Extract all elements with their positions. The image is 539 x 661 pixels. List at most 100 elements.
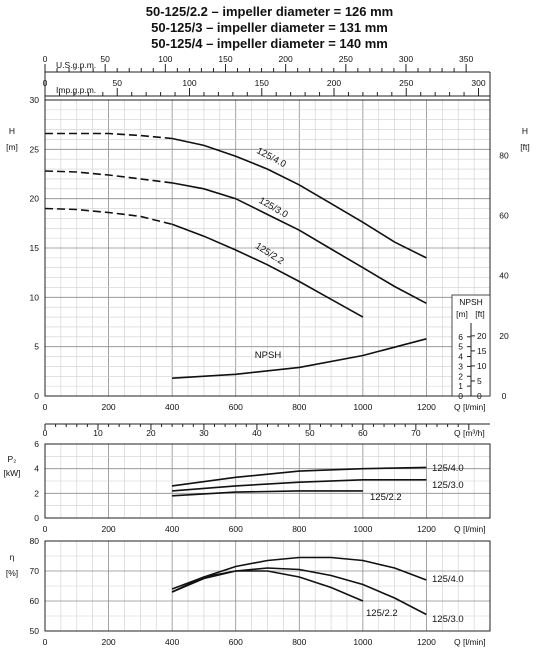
head-125-4-0-dashed (45, 132, 173, 140)
title-line-1: 50-125/2.2 – impeller diameter = 126 mm (145, 4, 394, 19)
usgpm-tick-label: 200 (279, 54, 293, 64)
power-x-tick-label: 1200 (417, 524, 436, 534)
head-xlabel2: Q [m³/h] (454, 428, 485, 438)
eff-x-tick-label: 1200 (417, 637, 436, 647)
title-block: 50-125/2.2 – impeller diameter = 126 mm … (0, 4, 539, 52)
usgpm-tick-label: 250 (339, 54, 353, 64)
eff-ylabel: η (10, 552, 15, 562)
head-ylabel-right: H (522, 126, 528, 136)
npsh-m-tick-label: 5 (458, 342, 463, 352)
impgpm-tick-label: 200 (327, 78, 341, 88)
head-x2-tick-label: 60 (358, 428, 368, 438)
power-x-tick-label: 600 (229, 524, 243, 534)
usgpm-tick-label: 50 (100, 54, 110, 64)
eff-y-tick-label: 60 (30, 596, 40, 606)
npsh-ft-tick-label: 10 (477, 361, 487, 371)
impgpm-tick-label: 300 (471, 78, 485, 88)
efficiency-chart-frame (44, 540, 491, 632)
head-125-3-0-curve (171, 182, 427, 305)
power-label-125-4-0: 125/4.0 (432, 463, 464, 474)
efficiency-chart-grid (44, 540, 491, 632)
eff-125-4-0-curve (171, 556, 427, 593)
power-ylabel: P₂ (8, 454, 17, 464)
power-x-tick-label: 1000 (353, 524, 372, 534)
title-line-3: 50-125/4 – impeller diameter = 140 mm (151, 36, 388, 51)
head-y-right-tick-label: 20 (499, 331, 509, 341)
power-125-2-2-curve (172, 490, 363, 497)
npsh-box-unit-m: [m] (456, 309, 468, 319)
head-chart-frame (44, 99, 491, 397)
eff-x-tick-label: 400 (165, 637, 179, 647)
impgpm-tick-label: 0 (43, 78, 48, 88)
eff-label-125-3-0: 125/3.0 (432, 614, 464, 625)
impgpm-axis-label: Imp.g.p.m. (56, 85, 96, 95)
npsh-label: NPSH (255, 350, 282, 361)
head-yunit-right: [ft] (520, 142, 529, 152)
head-125-2-2-curve (171, 223, 364, 318)
usgpm-tick-label: 350 (459, 54, 473, 64)
npsh-m-tick-label: 4 (458, 352, 463, 362)
head-y-tick-label: 25 (30, 144, 40, 154)
usgpm-tick-label: 0 (43, 54, 48, 64)
eff-x-tick-label: 0 (43, 637, 48, 647)
head-x-tick-label: 0 (43, 402, 48, 412)
npsh-m-tick-label: 0 (458, 391, 463, 401)
eff-label-125-2-2: 125/2.2 (366, 608, 398, 619)
usgpm-tick-label: 300 (399, 54, 413, 64)
head-label-125-2-2: 125/2.2 (253, 241, 286, 267)
head-x2-tick-label: 10 (93, 428, 103, 438)
head-x-tick-label: 1000 (353, 402, 372, 412)
eff-x-tick-label: 800 (292, 637, 306, 647)
eff-label-125-4-0: 125/4.0 (432, 574, 464, 585)
eff-x-tick-label: 200 (101, 637, 115, 647)
head-125-3-0-dashed (44, 170, 173, 184)
impgpm-tick-label: 100 (182, 78, 196, 88)
eff-x-tick-label: 600 (229, 637, 243, 647)
head-y-tick-label: 5 (34, 342, 39, 352)
head-x2-tick-label: 50 (305, 428, 315, 438)
npsh-m-tick-label: 3 (458, 361, 463, 371)
eff-yunit: [%] (6, 568, 18, 578)
power-y-tick-label: 6 (34, 439, 39, 449)
power-x-tick-label: 200 (101, 524, 115, 534)
power-125-4-0-curve (171, 466, 427, 487)
usgpm-tick-label: 150 (218, 54, 232, 64)
power-label-125-2-2: 125/2.2 (370, 492, 402, 503)
power-x-tick-label: 0 (43, 524, 48, 534)
eff-x-tick-label: 1000 (353, 637, 372, 647)
head-x2-tick-label: 40 (252, 428, 262, 438)
power-chart-grid (44, 443, 491, 519)
power-y-tick-label: 2 (34, 488, 39, 498)
head-125-4-0-curve (171, 137, 427, 259)
impgpm-tick-label: 250 (399, 78, 413, 88)
head-y-right-tick-label: 40 (499, 271, 509, 281)
head-y-right-tick-label: 80 (499, 150, 509, 160)
npsh-box-title: NPSH (459, 297, 483, 307)
head-x-tick-label: 800 (292, 402, 306, 412)
head-y-tick-label: 10 (30, 292, 40, 302)
eff-125-2-2-curve (171, 570, 364, 602)
head-chart-grid (44, 99, 491, 397)
usgpm-tick-label: 100 (158, 54, 172, 64)
head-125-2-2-dashed (44, 207, 173, 226)
head-x-tick-label: 600 (229, 402, 243, 412)
head-x2-tick-label: 30 (199, 428, 209, 438)
head-x2-tick-label: 20 (146, 428, 156, 438)
power-label-125-3-0: 125/3.0 (432, 480, 464, 491)
npsh-curve (172, 338, 427, 379)
head-y-tick-label: 0 (34, 391, 39, 401)
head-yunit-left: [m] (6, 142, 18, 152)
power-xlabel: Q [l/min] (454, 524, 486, 534)
head-y-tick-label: 15 (30, 243, 40, 253)
npsh-m-tick-label: 1 (458, 381, 463, 391)
head-y-tick-label: 30 (30, 95, 40, 105)
head-ylabel-left: H (9, 126, 15, 136)
head-x2-tick-label: 70 (411, 428, 421, 438)
npsh-ft-tick-label: 15 (477, 346, 487, 356)
head-x2-tick-label: 0 (43, 428, 48, 438)
eff-125-3-0-curve (171, 567, 427, 616)
npsh-ft-tick-label: 20 (477, 331, 487, 341)
power-125-3-0-curve (172, 479, 427, 492)
head-x-tick-label: 400 (165, 402, 179, 412)
